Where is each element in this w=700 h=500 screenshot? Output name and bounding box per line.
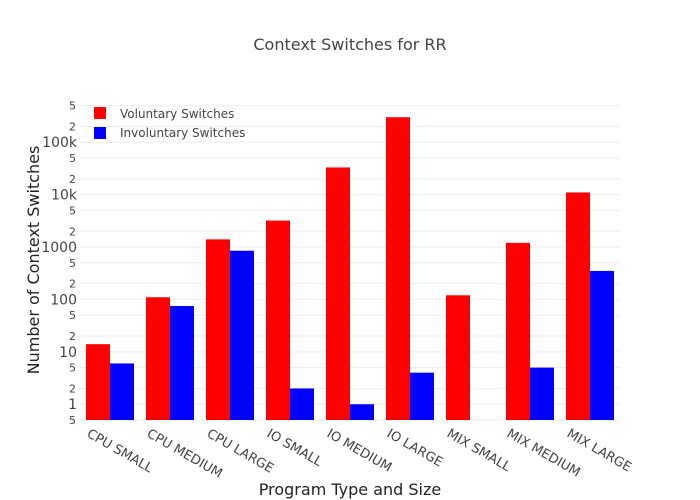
- y-tick-label: 5: [69, 257, 76, 270]
- bar-voluntary: [86, 344, 110, 420]
- y-tick-label: 2: [69, 330, 76, 343]
- y-tick-label: 2: [69, 173, 76, 186]
- bar-voluntary: [326, 167, 350, 420]
- x-axis-title: Program Type and Size: [259, 480, 441, 499]
- legend-label-involuntary: Involuntary Switches: [120, 126, 245, 140]
- y-tick-label: 100k: [42, 135, 78, 151]
- legend-label-voluntary: Voluntary Switches: [120, 107, 234, 121]
- y-tick-label: 2: [69, 225, 76, 238]
- bar-involuntary: [110, 363, 134, 420]
- legend-swatch-involuntary: [94, 127, 106, 139]
- y-tick-label: 5: [69, 100, 76, 113]
- y-tick-label: 5: [69, 309, 76, 322]
- bar-involuntary: [170, 305, 194, 420]
- bar-voluntary: [206, 239, 230, 420]
- bar-involuntary: [230, 250, 254, 420]
- y-axis-title: Number of Context Switches: [24, 146, 43, 375]
- y-tick-label: 5: [69, 362, 76, 375]
- bar-voluntary: [146, 297, 170, 420]
- bar-involuntary: [590, 270, 614, 420]
- bar-involuntary: [350, 404, 374, 420]
- bar-voluntary: [446, 295, 470, 420]
- bar-involuntary: [290, 388, 314, 420]
- y-tick-label: 1000: [41, 240, 77, 256]
- bar-voluntary: [566, 192, 590, 420]
- x-tick-label: MIX SMALL: [444, 426, 514, 475]
- y-tick-label: 5: [69, 152, 76, 165]
- bar-voluntary: [266, 220, 290, 420]
- y-tick-label: 1: [68, 397, 77, 413]
- bar-involuntary: [410, 372, 434, 420]
- bar-voluntary: [506, 242, 530, 420]
- legend: Voluntary Switches Involuntary Switches: [94, 107, 245, 140]
- y-tick-label: 2: [69, 120, 76, 133]
- y-tick-label: 5: [69, 414, 76, 427]
- y-tick-label: 2: [69, 278, 76, 291]
- y-tick-label: 10k: [51, 188, 78, 204]
- x-tick-label: CPU SMALL: [84, 426, 156, 476]
- bar-involuntary: [530, 367, 554, 420]
- y-tick-label: 100: [50, 292, 77, 308]
- bars: [86, 117, 614, 420]
- y-tick-label: 2: [69, 382, 76, 395]
- x-tick-label: IO MEDIUM: [324, 426, 394, 475]
- y-tick-label: 5: [69, 204, 76, 217]
- y-tick-label: 10: [59, 345, 77, 361]
- bar-voluntary: [386, 117, 410, 420]
- chart-title: Context Switches for RR: [253, 35, 446, 54]
- legend-swatch-voluntary: [94, 107, 106, 119]
